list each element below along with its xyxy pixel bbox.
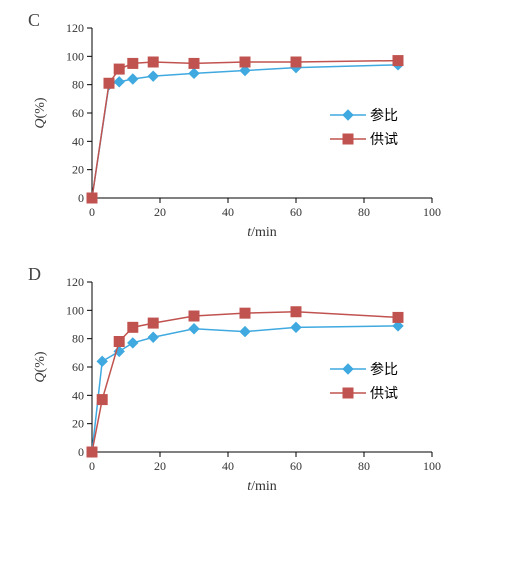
legend: 参比 供试 — [330, 105, 398, 153]
legend-label: 供试 — [370, 129, 398, 149]
xtick-label: 80 — [358, 459, 370, 473]
ytick-label: 0 — [78, 445, 84, 459]
legend: 参比 供试 — [330, 359, 398, 407]
legend-item: 参比 — [330, 105, 398, 125]
legend-item: 参比 — [330, 359, 398, 379]
legend-label: 参比 — [370, 105, 398, 125]
chart-panel-C: C 0 20 40 60 80 100 120 0 20 40 60 80 100 Q(%) t/min 参… — [10, 10, 513, 244]
xtick-label: 60 — [290, 205, 302, 219]
xtick-label: 40 — [222, 459, 234, 473]
xtick-label: 60 — [290, 459, 302, 473]
xtick-label: 100 — [423, 205, 441, 219]
ytick-label: 40 — [72, 388, 84, 402]
legend-item: 供试 — [330, 129, 398, 149]
ytick-label: 80 — [72, 332, 84, 346]
ytick-label: 120 — [66, 275, 84, 289]
xtick-label: 80 — [358, 205, 370, 219]
legend-item: 供试 — [330, 383, 398, 403]
xtick-label: 0 — [89, 205, 95, 219]
y-axis-label: Q(%) — [33, 97, 48, 128]
ytick-label: 100 — [66, 303, 84, 317]
ytick-label: 0 — [78, 191, 84, 205]
y-axis-label: Q(%) — [33, 351, 48, 382]
xtick-label: 100 — [423, 459, 441, 473]
ytick-label: 60 — [72, 106, 84, 120]
x-axis-label: t/min — [247, 479, 277, 494]
legend-label: 供试 — [370, 383, 398, 403]
ytick-label: 20 — [72, 417, 84, 431]
xtick-label: 20 — [154, 205, 166, 219]
ytick-label: 40 — [72, 134, 84, 148]
xtick-label: 0 — [89, 459, 95, 473]
ytick-label: 20 — [72, 163, 84, 177]
ytick-label: 60 — [72, 360, 84, 374]
xtick-label: 40 — [222, 205, 234, 219]
panel-label: D — [28, 264, 41, 285]
ytick-label: 80 — [72, 78, 84, 92]
ytick-label: 120 — [66, 21, 84, 35]
xtick-label: 20 — [154, 459, 166, 473]
panel-label: C — [28, 10, 40, 31]
ytick-label: 100 — [66, 49, 84, 63]
chart-panel-D: D 0 20 40 60 80 100 120 0 20 40 60 80 100 Q(%) t/min 参… — [10, 264, 513, 498]
x-axis-label: t/min — [247, 225, 277, 240]
legend-label: 参比 — [370, 359, 398, 379]
